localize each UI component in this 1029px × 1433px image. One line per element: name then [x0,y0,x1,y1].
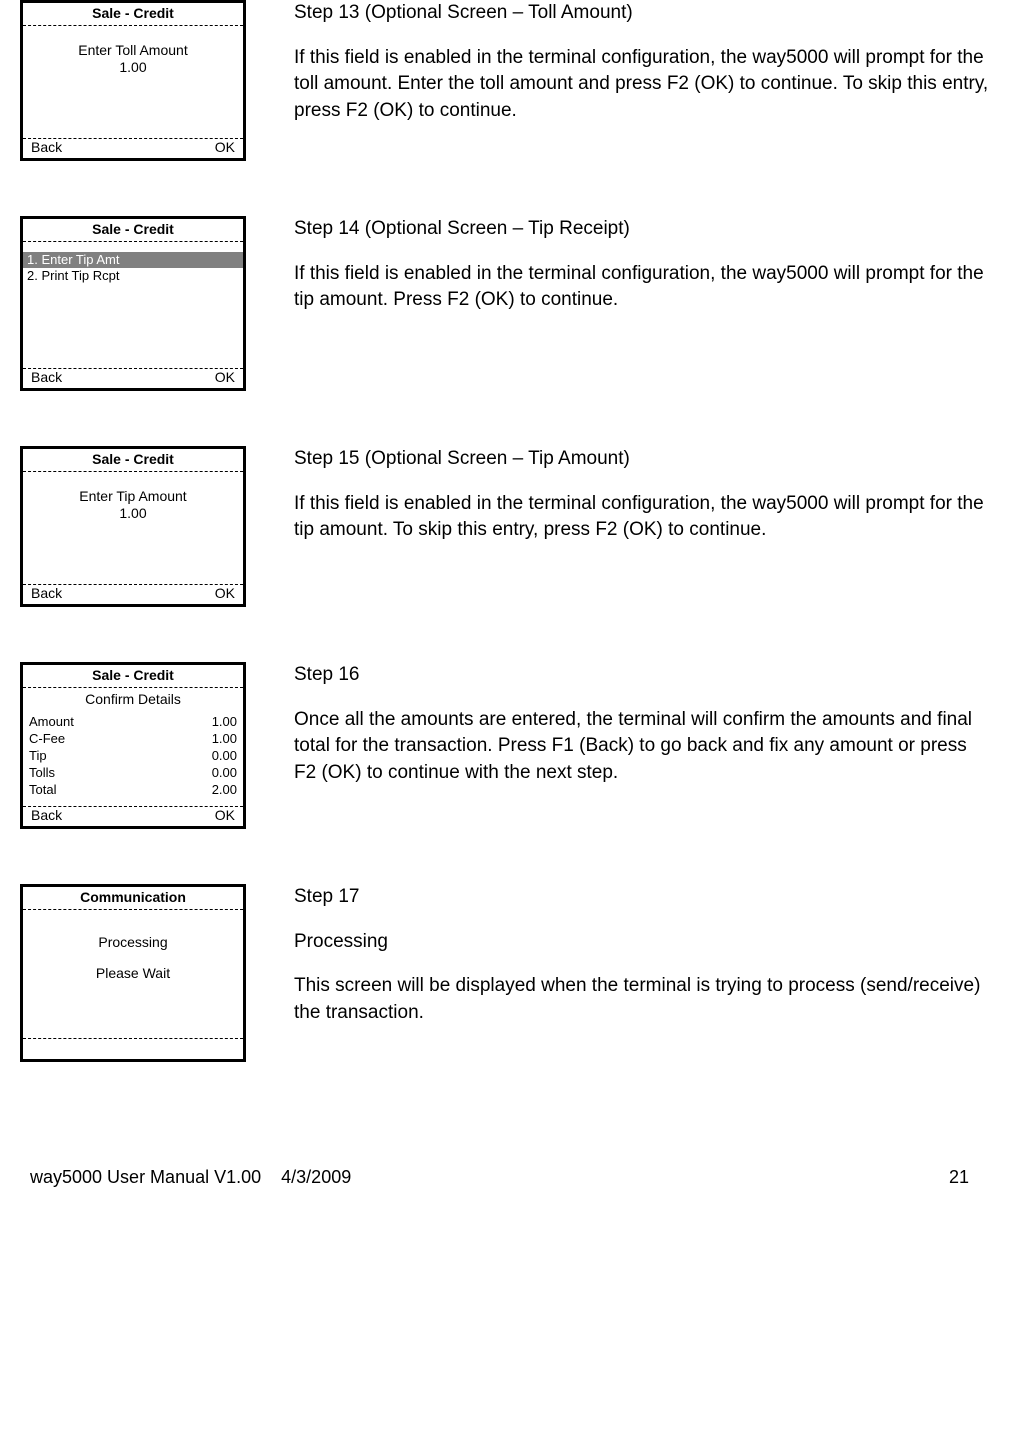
step-row-16: Sale - Credit Confirm Details Amount1.00… [20,662,989,829]
terminal-body: Confirm Details Amount1.00 C-Fee1.00 Tip… [23,688,243,806]
step-heading: Step 17 [294,884,989,911]
step-row-13: Sale - Credit Enter Toll Amount 1.00 Bac… [20,0,989,161]
step-text: This screen will be displayed when the t… [294,973,989,1026]
detail-row-tip: Tip0.00 [23,748,243,765]
detail-row-total: Total2.00 [23,782,243,799]
step-description-14: Step 14 (Optional Screen – Tip Receipt) … [294,216,989,332]
prompt-value: 1.00 [29,505,237,523]
step-heading: Step 15 (Optional Screen – Tip Amount) [294,446,989,473]
terminal-screen-14: Sale - Credit 1. Enter Tip Amt 2. Print … [20,216,246,391]
back-button[interactable]: Back [31,807,62,825]
terminal-body: Processing Please Wait [23,910,243,1038]
step-description-15: Step 15 (Optional Screen – Tip Amount) I… [294,446,989,562]
terminal-footer: Back OK [23,806,243,827]
step-row-15: Sale - Credit Enter Tip Amount 1.00 Back… [20,446,989,607]
detail-row-tolls: Tolls0.00 [23,765,243,782]
step-text: Once all the amounts are entered, the te… [294,707,989,787]
menu-item-print-tip-rcpt[interactable]: 2. Print Tip Rcpt [23,268,243,285]
back-button[interactable]: Back [31,585,62,603]
step-row-17: Communication Processing Please Wait Ste… [20,884,989,1062]
prompt-line: Enter Tip Amount [29,488,237,506]
terminal-title: Sale - Credit [23,219,243,242]
step-description-16: Step 16 Once all the amounts are entered… [294,662,989,804]
terminal-footer [23,1038,243,1059]
step-description-17: Step 17 Processing This screen will be d… [294,884,989,1044]
step-heading: Step 16 [294,662,989,689]
step-text: If this field is enabled in the terminal… [294,261,989,314]
step-text: If this field is enabled in the terminal… [294,491,989,544]
prompt-line: Enter Toll Amount [29,42,237,60]
page-footer: way5000 User Manual V1.00 4/3/2009 21 [0,1117,1029,1208]
terminal-footer: Back OK [23,584,243,605]
step-description-13: Step 13 (Optional Screen – Toll Amount) … [294,0,989,142]
terminal-footer: Back OK [23,368,243,389]
terminal-title: Sale - Credit [23,449,243,472]
terminal-body: Enter Toll Amount 1.00 [23,26,243,138]
detail-row-cfee: C-Fee1.00 [23,731,243,748]
ok-button[interactable]: OK [215,807,235,825]
terminal-screen-16: Sale - Credit Confirm Details Amount1.00… [20,662,246,829]
terminal-body: Enter Tip Amount 1.00 [23,472,243,584]
terminal-title: Sale - Credit [23,665,243,688]
ok-button[interactable]: OK [215,585,235,603]
footer-doc-title: way5000 User Manual V1.00 [30,1167,261,1187]
terminal-screen-13: Sale - Credit Enter Toll Amount 1.00 Bac… [20,0,246,161]
detail-row-amount: Amount1.00 [23,714,243,731]
page-content: Sale - Credit Enter Toll Amount 1.00 Bac… [0,0,1029,1062]
footer-page-number: 21 [949,1167,969,1188]
back-button[interactable]: Back [31,139,62,157]
terminal-body: 1. Enter Tip Amt 2. Print Tip Rcpt [23,242,243,368]
step-heading: Step 14 (Optional Screen – Tip Receipt) [294,216,989,243]
menu-item-enter-tip[interactable]: 1. Enter Tip Amt [23,252,243,269]
footer-date: 4/3/2009 [281,1167,351,1187]
terminal-screen-17: Communication Processing Please Wait [20,884,246,1062]
step-text: If this field is enabled in the terminal… [294,45,989,125]
please-wait-line: Please Wait [29,965,237,983]
terminal-screen-15: Sale - Credit Enter Tip Amount 1.00 Back… [20,446,246,607]
terminal-footer: Back OK [23,138,243,159]
terminal-title: Sale - Credit [23,3,243,26]
prompt-value: 1.00 [29,59,237,77]
processing-line: Processing [29,934,237,952]
ok-button[interactable]: OK [215,369,235,387]
ok-button[interactable]: OK [215,139,235,157]
confirm-subhead: Confirm Details [23,691,243,709]
back-button[interactable]: Back [31,369,62,387]
step-row-14: Sale - Credit 1. Enter Tip Amt 2. Print … [20,216,989,391]
terminal-title: Communication [23,887,243,910]
step-sub: Processing [294,929,989,956]
step-heading: Step 13 (Optional Screen – Toll Amount) [294,0,989,27]
